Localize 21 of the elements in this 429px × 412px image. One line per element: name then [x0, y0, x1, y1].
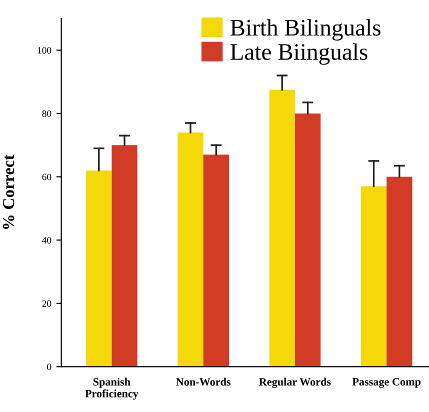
- bar: [178, 132, 204, 367]
- y-tick-label: 20: [42, 300, 52, 307]
- x-tick-label: Spanish Proficiency: [85, 378, 138, 400]
- bar: [269, 90, 295, 367]
- x-tick-label: Passage Comp: [352, 378, 421, 388]
- y-axis-title: % Correct: [2, 154, 14, 229]
- legend-label: Late Biinguals: [230, 43, 368, 65]
- y-tick-label: 100: [38, 47, 52, 54]
- x-tick-label: Regular Words: [259, 378, 331, 388]
- bar: [360, 186, 387, 367]
- bar: [86, 170, 112, 367]
- y-tick-label: 60: [42, 174, 52, 180]
- y-tick-label: 80: [42, 110, 52, 117]
- bar: [294, 113, 321, 367]
- legend-label: Birth Bilinguals: [230, 19, 380, 41]
- y-tick-label: 40: [42, 236, 52, 244]
- bar: [203, 154, 229, 367]
- x-tick-label: Non-Words: [176, 378, 231, 386]
- y-tick-label: 0: [47, 364, 52, 370]
- bar: [112, 145, 138, 367]
- bar: [386, 176, 412, 367]
